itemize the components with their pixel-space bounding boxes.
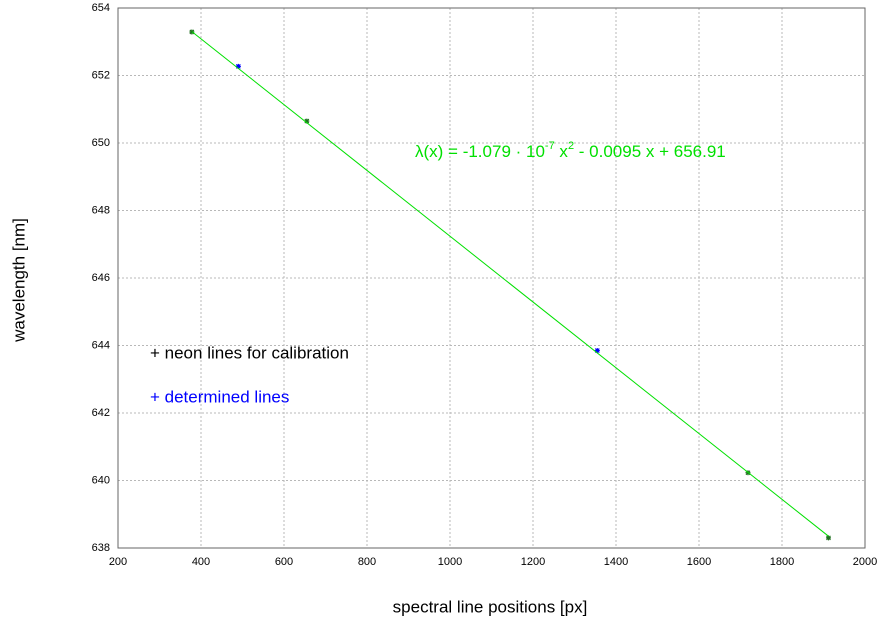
point (825, 535, 831, 541)
point-marker (825, 535, 831, 541)
point (594, 348, 600, 354)
fit-line (191, 31, 829, 537)
y-tick-label: 646 (92, 272, 110, 284)
annotation-part: - 0.0095 x + 656.91 (574, 142, 726, 161)
point-marker (594, 348, 600, 354)
x-tick-label: 1400 (604, 556, 628, 568)
y-tick-label: 650 (92, 137, 110, 149)
y-tick-label: 638 (92, 542, 110, 554)
y-tick-label: 652 (92, 69, 110, 81)
x-axis-label: spectral line positions [px] (393, 597, 588, 616)
point-marker (304, 118, 310, 124)
annotation-part: x (555, 142, 569, 161)
x-tick-label: 1800 (770, 556, 794, 568)
y-tick-label: 654 (92, 2, 110, 14)
y-axis-label: wavelength [nm] (9, 218, 28, 343)
point-marker (235, 63, 241, 69)
point (235, 63, 241, 69)
y-tick-label: 644 (92, 339, 110, 351)
legend-entry: + determined lines (150, 387, 289, 406)
annotation: λ(x) = -1.079 · 10-7 x2 - 0.0095 x + 656… (415, 140, 726, 162)
x-tick-label: 600 (275, 556, 293, 568)
x-tick-label: 1600 (687, 556, 711, 568)
annotation-part: λ(x) = -1.079 · 10 (415, 142, 545, 161)
x-tick-label: 2000 (853, 556, 877, 568)
y-tick-label: 640 (92, 474, 110, 486)
x-tick-label: 1200 (521, 556, 545, 568)
legend-entry: + neon lines for calibration (150, 343, 349, 362)
x-tick-label: 200 (109, 556, 127, 568)
annotation-part: 2 (568, 140, 574, 152)
x-tick-label: 1000 (438, 556, 462, 568)
annotation-part: -7 (545, 140, 555, 152)
x-tick-label: 400 (192, 556, 210, 568)
y-tick-label: 642 (92, 407, 110, 419)
point (304, 118, 310, 124)
x-tick-label: 800 (358, 556, 376, 568)
y-tick-label: 648 (92, 204, 110, 216)
plot-frame (117, 7, 866, 549)
